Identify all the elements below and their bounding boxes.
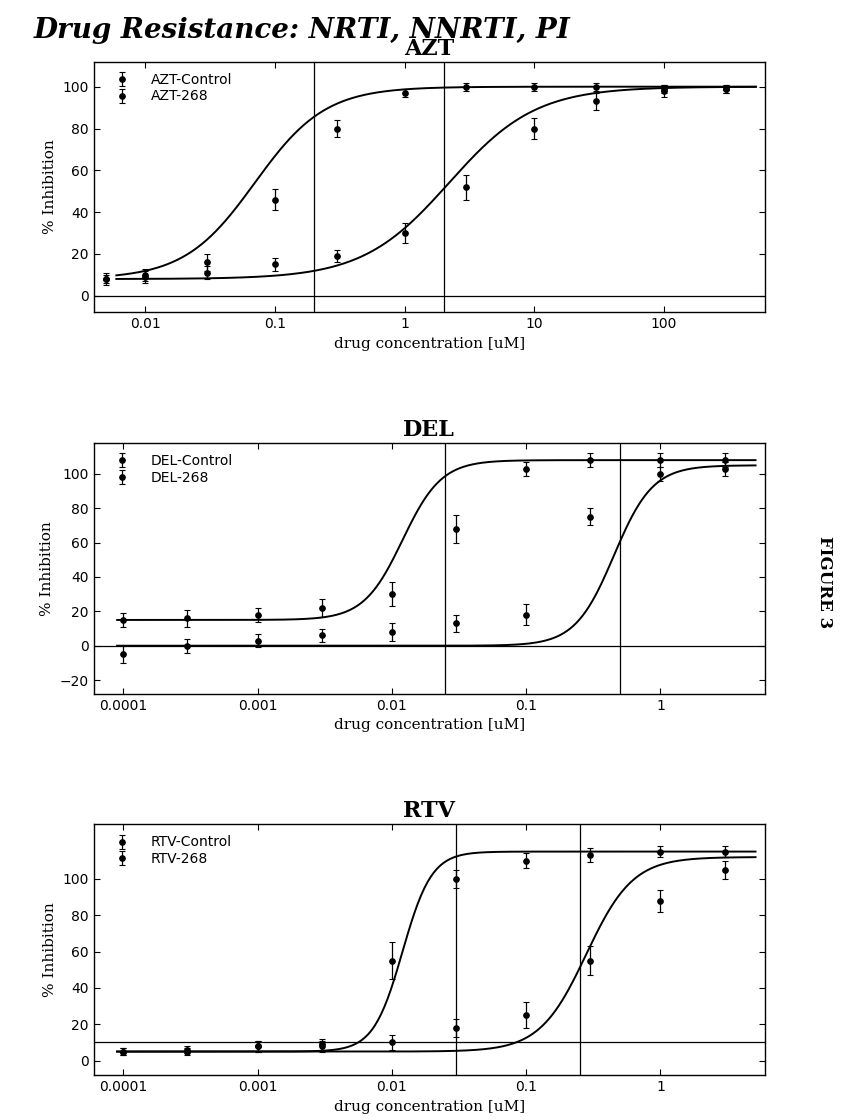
Title: DEL: DEL	[403, 419, 456, 441]
X-axis label: drug concentration [uM]: drug concentration [uM]	[334, 337, 524, 351]
Text: FIGURE 3: FIGURE 3	[816, 536, 833, 628]
Legend: RTV-Control, RTV-268: RTV-Control, RTV-268	[100, 831, 235, 870]
Title: AZT: AZT	[404, 38, 455, 59]
Text: Drug Resistance: NRTI, NNRTI, PI: Drug Resistance: NRTI, NNRTI, PI	[34, 17, 570, 44]
Title: RTV: RTV	[403, 801, 456, 822]
Y-axis label: % Inhibition: % Inhibition	[40, 521, 54, 616]
Y-axis label: % Inhibition: % Inhibition	[42, 140, 57, 234]
X-axis label: drug concentration [uM]: drug concentration [uM]	[334, 1100, 524, 1113]
Y-axis label: % Inhibition: % Inhibition	[42, 903, 57, 997]
Legend: DEL-Control, DEL-268: DEL-Control, DEL-268	[100, 450, 237, 489]
Legend: AZT-Control, AZT-268: AZT-Control, AZT-268	[100, 68, 236, 108]
X-axis label: drug concentration [uM]: drug concentration [uM]	[334, 718, 524, 732]
